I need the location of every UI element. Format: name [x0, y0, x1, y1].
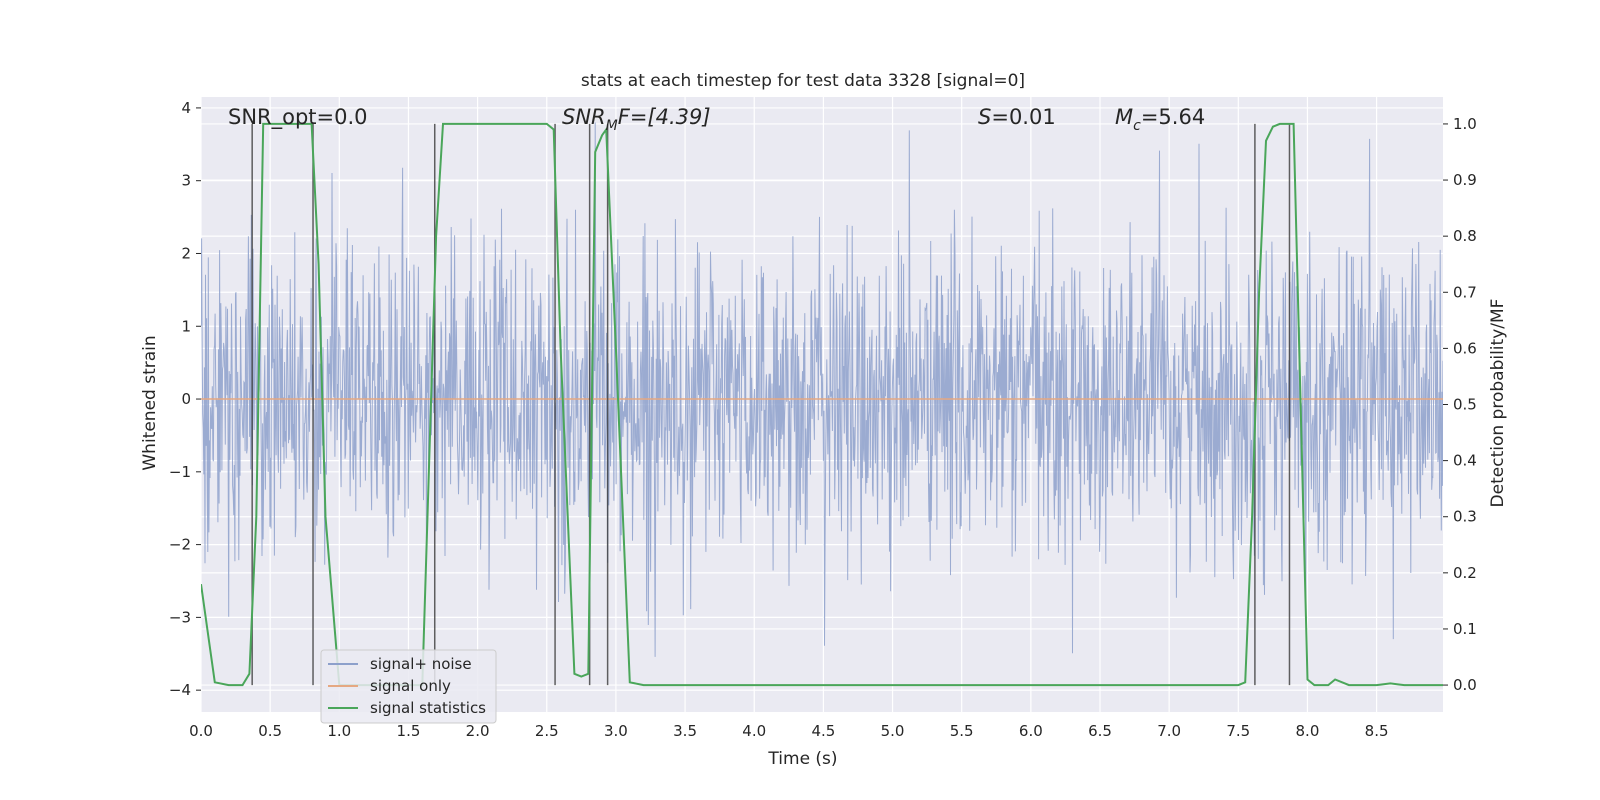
legend-label-signal-statistics: signal statistics — [370, 699, 486, 717]
y2-tick-label: 0.1 — [1453, 620, 1477, 638]
y2-tick-label: 0.2 — [1453, 564, 1477, 582]
y-tick-label: 4 — [181, 99, 191, 117]
x-tick-label: 6.5 — [1088, 722, 1112, 740]
legend-label-signal-only: signal only — [370, 677, 451, 695]
y-axis-label: Whitened strain — [140, 335, 160, 470]
x-tick-label: 3.0 — [604, 722, 628, 740]
x-tick-label: 5.5 — [950, 722, 974, 740]
x-tick-label: 0.5 — [258, 722, 282, 740]
x-tick-label: 7.5 — [1226, 722, 1250, 740]
x-tick-label: 4.0 — [742, 722, 766, 740]
x-tick-label: 1.5 — [397, 722, 421, 740]
annotation-snr-mf: SNRMF=[4.39] — [562, 105, 711, 134]
y-tick-label: −3 — [169, 608, 191, 626]
x-tick-label: 2.0 — [466, 722, 490, 740]
line-signal-noise — [201, 122, 1443, 657]
x-tick-label: 4.5 — [811, 722, 835, 740]
x-tick-label: 2.5 — [535, 722, 559, 740]
y-tick-label: 1 — [181, 317, 191, 335]
x-axis-ticks: 0.0 0.5 1.0 1.5 2.0 2.5 3.0 3.5 4.0 4.5 5.0 5.5 6.0 6… — [189, 722, 1388, 740]
annotation-snr-opt: SNR_opt=0.0 — [228, 105, 368, 130]
x-tick-label: 1.0 — [327, 722, 351, 740]
series-signal-noise — [201, 122, 1443, 657]
x-tick-label: 0.0 — [189, 722, 213, 740]
annotation-mc-rest: =5.64 — [1141, 105, 1205, 129]
legend-box — [320, 649, 497, 724]
y2-tick-label: 0.3 — [1453, 508, 1477, 526]
annotation-s-main: S — [978, 105, 991, 129]
annotation-snr-mf-sub: M — [606, 118, 618, 134]
line-signal-statistics — [201, 122, 1443, 687]
y2-axis-label: Detection probability/MF — [1488, 299, 1508, 508]
y-tick-label: 0 — [181, 390, 191, 408]
y2-tick-label: 0.9 — [1453, 171, 1477, 189]
x-tick-label: 6.0 — [1019, 722, 1043, 740]
annotation-snr-mf-main: SNR — [562, 105, 606, 129]
x-tick-label: 7.0 — [1157, 722, 1181, 740]
y2-tick-label: 0.8 — [1453, 227, 1477, 245]
y-tick-label: −4 — [169, 681, 191, 699]
legend: signal+ noise signal only signal statist… — [320, 649, 497, 724]
x-tick-label: 5.0 — [881, 722, 905, 740]
y2-tick-label: 0.5 — [1453, 396, 1477, 414]
legend-label-signal-noise: signal+ noise — [370, 655, 472, 673]
x-tick-label: 8.0 — [1296, 722, 1320, 740]
annotation-mc-sub: c — [1133, 118, 1141, 134]
chart-title: stats at each timestep for test data 332… — [581, 71, 1025, 91]
y-tick-label: 2 — [181, 244, 191, 262]
y2-tick-label: 0.6 — [1453, 339, 1477, 357]
y2-tick-label: 0.0 — [1453, 676, 1477, 694]
x-axis-label: Time (s) — [767, 749, 837, 769]
y2-tick-label: 1.0 — [1453, 115, 1477, 133]
annotation-s-rest: =0.01 — [991, 105, 1055, 129]
annotation-mc: Mc=5.64 — [1115, 105, 1205, 134]
y-tick-label: 3 — [181, 172, 191, 190]
y2-tick-label: 0.7 — [1453, 283, 1477, 301]
annotation-mc-main: M — [1115, 105, 1133, 129]
y2-tick-label: 0.4 — [1453, 452, 1477, 470]
annotation-snr-mf-rest: F=[4.39] — [618, 105, 711, 129]
series-signal-statistics — [201, 122, 1443, 687]
y-tick-label: −1 — [169, 463, 191, 481]
y-axis-ticks: 4 3 2 1 0 −1 −2 −3 −4 — [169, 99, 201, 699]
x-tick-label: 3.5 — [673, 722, 697, 740]
x-tick-label: 8.5 — [1365, 722, 1389, 740]
y-tick-label: −2 — [169, 536, 191, 554]
y2-axis-ticks: 1.0 0.9 0.8 0.7 0.6 0.5 0.4 0.3 0.2 0.1 0.0 — [1443, 115, 1477, 694]
annotation-s: S=0.01 — [978, 105, 1056, 129]
